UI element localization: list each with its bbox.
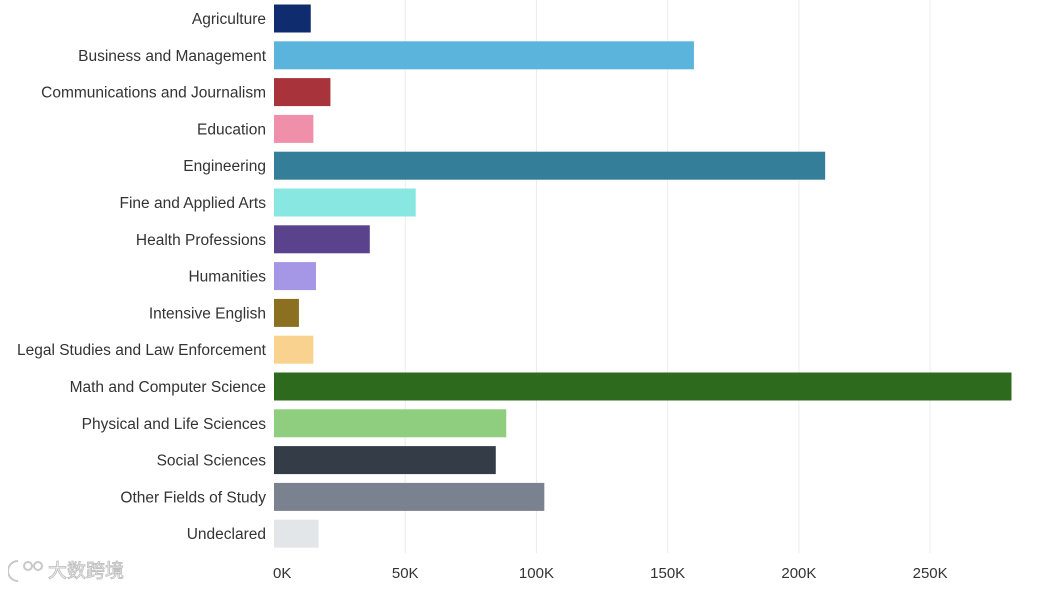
x-tick-label: 50K bbox=[392, 565, 419, 582]
bar[interactable] bbox=[274, 262, 316, 291]
category-label: Social Sciences bbox=[157, 453, 267, 470]
category-label: Health Professions bbox=[136, 232, 266, 249]
x-tick-label: 250K bbox=[913, 565, 948, 582]
bars-group bbox=[274, 4, 1012, 548]
x-axis-tick-labels: 0K 50K 100K 150K 200K 250K bbox=[273, 565, 948, 582]
watermark-logo-icon bbox=[7, 560, 43, 582]
x-tick-label: 150K bbox=[650, 565, 685, 582]
category-label: Humanities bbox=[188, 269, 266, 286]
category-label: Physical and Life Sciences bbox=[82, 416, 267, 433]
watermark-text: 大数跨境 bbox=[48, 560, 124, 582]
bar[interactable] bbox=[274, 482, 545, 511]
category-label: Math and Computer Science bbox=[70, 379, 266, 396]
x-tick-label: 0K bbox=[273, 565, 291, 582]
category-label: Business and Management bbox=[78, 48, 267, 65]
bar[interactable] bbox=[274, 446, 496, 475]
bar[interactable] bbox=[274, 78, 331, 107]
category-label: Legal Studies and Law Enforcement bbox=[17, 342, 267, 359]
bar[interactable] bbox=[274, 41, 694, 70]
bar[interactable] bbox=[274, 114, 314, 143]
category-label: Fine and Applied Arts bbox=[120, 195, 267, 212]
category-labels: Agriculture Business and Management Commun… bbox=[17, 11, 267, 543]
bar[interactable] bbox=[274, 225, 370, 254]
category-label: Undeclared bbox=[187, 526, 266, 543]
bar[interactable] bbox=[274, 151, 826, 180]
watermark: 大数跨境 bbox=[7, 556, 138, 584]
bar[interactable] bbox=[274, 519, 319, 548]
category-label: Intensive English bbox=[149, 305, 266, 322]
category-label: Education bbox=[197, 121, 266, 138]
category-label: Other Fields of Study bbox=[120, 489, 266, 506]
bar[interactable] bbox=[274, 188, 416, 217]
x-tick-label: 100K bbox=[519, 565, 554, 582]
bar[interactable] bbox=[274, 372, 1012, 401]
bar[interactable] bbox=[274, 335, 314, 364]
category-label: Engineering bbox=[183, 158, 266, 175]
bar[interactable] bbox=[274, 4, 311, 33]
bar[interactable] bbox=[274, 409, 507, 438]
category-label: Agriculture bbox=[192, 11, 266, 28]
category-label: Communications and Journalism bbox=[41, 85, 266, 102]
bar[interactable] bbox=[274, 298, 299, 327]
x-tick-label: 200K bbox=[781, 565, 816, 582]
